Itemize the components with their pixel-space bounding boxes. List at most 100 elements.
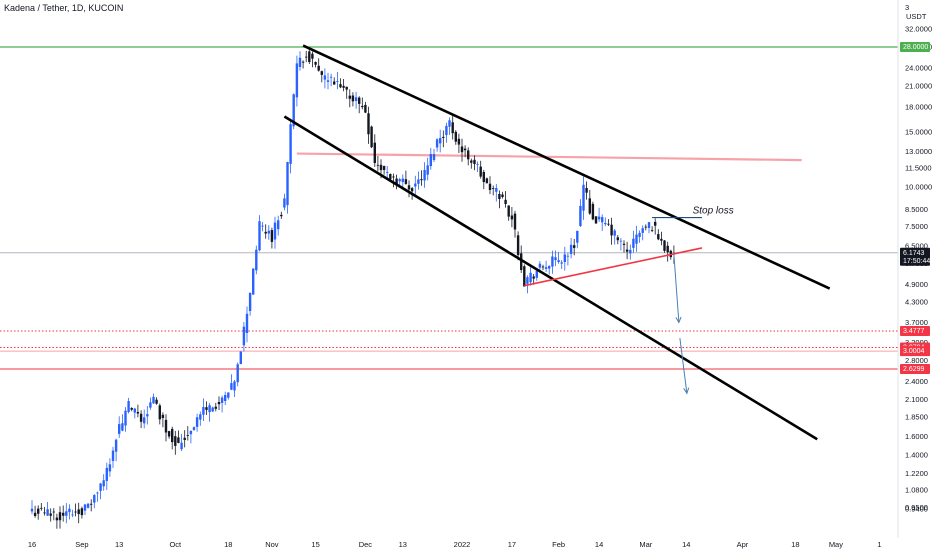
candle-body	[439, 138, 442, 144]
candle-body	[233, 381, 236, 391]
x-tick-label: 15	[311, 540, 319, 549]
x-tick-label: 13	[115, 540, 123, 549]
candle-body	[248, 292, 252, 311]
badge-box	[900, 247, 930, 266]
candle-body	[77, 509, 80, 515]
candle-body	[283, 198, 286, 208]
candle-body	[49, 513, 52, 516]
candle-body	[83, 504, 87, 511]
candle-body	[629, 249, 632, 254]
candle-body	[516, 235, 520, 256]
candle-body	[373, 142, 376, 163]
candle-body	[414, 183, 417, 187]
candle-body	[192, 427, 196, 430]
candle-body	[619, 240, 623, 242]
candle-body	[417, 179, 420, 184]
level-badge: 3.0004	[900, 346, 930, 357]
candle-body	[610, 224, 613, 236]
y-tick-label: 24.0000	[905, 64, 932, 73]
y-tick-label: 11.5000	[905, 164, 932, 173]
candle-body	[298, 57, 302, 67]
candle-body	[252, 268, 255, 295]
x-tick-label: 14	[595, 540, 603, 549]
candle-body	[143, 417, 146, 424]
candle-body	[361, 105, 364, 108]
candle-body	[541, 266, 545, 268]
candle-body	[482, 172, 485, 182]
badge-box	[900, 346, 930, 357]
badge-text: 3.4777	[903, 328, 925, 335]
stop-loss-label: Stop loss	[693, 206, 734, 217]
badge-box	[900, 364, 930, 374]
candle-body	[597, 216, 601, 220]
y-tick-label: 18.0000	[905, 103, 932, 112]
candle-body	[164, 419, 168, 433]
x-tick-label: Nov	[265, 540, 279, 549]
candle-body	[245, 313, 249, 333]
y-tick-label: 15.0000	[905, 128, 932, 137]
badge-text: 6.1743	[903, 250, 925, 257]
candle-body	[622, 243, 626, 245]
x-tick-label: Mar	[639, 540, 652, 549]
x-tick-label: 1	[877, 540, 881, 549]
candle-body	[448, 120, 451, 127]
candle-body	[90, 503, 93, 505]
candle-body	[174, 436, 177, 446]
candle-body	[435, 139, 439, 148]
target-arrow-2	[679, 338, 690, 395]
candle-body	[467, 150, 470, 160]
candle-body	[423, 170, 426, 181]
candle-body	[108, 464, 112, 472]
badge-box	[900, 326, 930, 336]
candle-body	[432, 154, 436, 160]
candle-body	[68, 508, 71, 513]
badge-box	[900, 42, 930, 52]
candle-body	[189, 431, 193, 435]
x-tick-label: Sep	[75, 540, 88, 549]
x-tick-label: 18	[224, 540, 232, 549]
x-tick-label: 16	[28, 540, 36, 549]
candle-body	[625, 249, 629, 252]
candle-body	[354, 97, 358, 101]
candle-body	[398, 179, 401, 182]
candle-body	[601, 217, 604, 223]
candle-body	[43, 512, 46, 514]
candle-body	[663, 240, 666, 251]
candle-body	[563, 254, 566, 262]
x-tick-label: 14	[682, 540, 690, 549]
candle-body	[463, 148, 467, 151]
candle-body	[230, 383, 233, 390]
y-tick-label: 2.8000	[905, 356, 928, 365]
candle-body	[454, 131, 457, 142]
candle-body	[308, 51, 311, 62]
candle-body	[224, 395, 227, 401]
candle-body	[180, 442, 183, 450]
candle-body	[479, 166, 482, 177]
currency-label: USDT	[906, 12, 927, 21]
y-tick-label: 10.0000	[905, 183, 932, 192]
candle-body	[267, 230, 270, 234]
support-trendline	[524, 247, 703, 287]
target-arrow-1	[673, 254, 682, 324]
candle-body	[638, 232, 641, 237]
y-tick-label: 8.5000	[905, 205, 928, 214]
candle-body	[152, 396, 155, 404]
badge-text: 2.6299	[903, 366, 925, 373]
y-tick-label: 3.2000	[905, 338, 928, 347]
candle-body	[460, 146, 464, 153]
candle-body	[65, 511, 68, 516]
candle-body	[277, 220, 280, 230]
candle-body	[195, 417, 199, 427]
candle-body	[579, 205, 582, 226]
candle-body	[632, 238, 635, 248]
candle-body	[336, 81, 339, 82]
level-badge: 2.6299	[900, 364, 930, 374]
candle-body	[33, 512, 37, 516]
candle-body	[457, 138, 461, 145]
x-tick-label: Oct	[169, 540, 182, 549]
badge-text: 17:50:44	[903, 258, 930, 265]
candle-body	[130, 408, 133, 410]
candle-body	[55, 517, 59, 521]
